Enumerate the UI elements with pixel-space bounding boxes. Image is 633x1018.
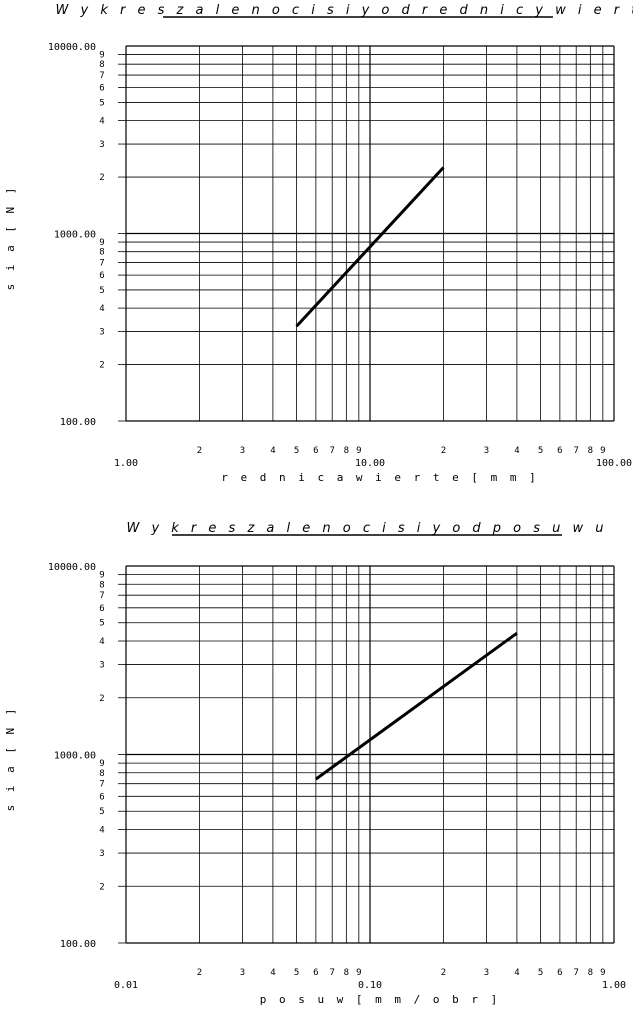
- y-minor-tick-label: 6: [99, 792, 104, 802]
- x-minor-tick-label: 4: [270, 446, 275, 456]
- y-tick-label: 100.00: [60, 417, 96, 428]
- x-tick-label: 0.01: [114, 980, 138, 991]
- y-minor-tick-label: 7: [99, 591, 104, 601]
- chart-2: W y k r e s z a l e n o c i s i y o d p …: [4, 521, 626, 1006]
- x-minor-tick-label: 8: [588, 446, 593, 456]
- x-tick-label: 100.00: [596, 458, 632, 469]
- y-minor-tick-label: 9: [99, 759, 104, 769]
- y-minor-tick-label: 9: [99, 238, 104, 248]
- x-minor-tick-label: 3: [240, 968, 245, 978]
- x-minor-tick-label: 9: [600, 968, 605, 978]
- x-minor-tick-label: 2: [197, 968, 202, 978]
- y-tick-label: 10000.00: [48, 42, 96, 53]
- x-minor-tick-label: 3: [484, 446, 489, 456]
- x-minor-tick-label: 4: [514, 968, 519, 978]
- x-minor-tick-label: 7: [573, 446, 578, 456]
- x-minor-tick-label: 2: [441, 446, 446, 456]
- x-tick-label: 1.00: [602, 980, 626, 991]
- y-minor-tick-label: 2: [99, 882, 104, 892]
- x-minor-tick-label: 8: [344, 968, 349, 978]
- x-minor-tick-label: 7: [329, 446, 334, 456]
- chart-title: W y k r e s z a l e n o c i s i y o d r …: [56, 3, 633, 18]
- x-minor-tick-label: 5: [538, 446, 543, 456]
- y-axis-label: s i a [ N ]: [4, 706, 17, 812]
- y-minor-tick-label: 7: [99, 780, 104, 790]
- y-minor-tick-label: 2: [99, 173, 104, 183]
- x-minor-tick-label: 4: [514, 446, 519, 456]
- y-tick-label: 1000.00: [54, 751, 96, 762]
- y-minor-tick-label: 5: [99, 286, 104, 296]
- x-minor-tick-label: 9: [600, 446, 605, 456]
- x-tick-label: 10.00: [355, 458, 385, 469]
- y-minor-tick-label: 3: [99, 140, 104, 150]
- y-minor-tick-label: 3: [99, 328, 104, 338]
- x-minor-tick-label: 7: [573, 968, 578, 978]
- y-minor-tick-label: 7: [99, 71, 104, 81]
- x-tick-label: 0.10: [358, 980, 382, 991]
- y-minor-tick-label: 6: [99, 84, 104, 94]
- series-line: [295, 166, 445, 328]
- y-minor-tick-label: 8: [99, 580, 104, 590]
- y-minor-tick-label: 3: [99, 849, 104, 859]
- x-minor-tick-label: 3: [484, 968, 489, 978]
- x-minor-tick-label: 9: [356, 446, 361, 456]
- y-minor-tick-label: 4: [99, 304, 104, 314]
- y-minor-tick-label: 8: [99, 248, 104, 258]
- y-tick-label: 10000.00: [48, 562, 96, 573]
- x-tick-label: 1.00: [114, 458, 138, 469]
- y-minor-tick-label: 3: [99, 661, 104, 671]
- x-minor-tick-label: 6: [557, 446, 562, 456]
- y-axis-label: s i a [ N ]: [4, 185, 17, 291]
- y-minor-tick-label: 4: [99, 637, 104, 647]
- y-minor-tick-label: 2: [99, 694, 104, 704]
- y-minor-tick-label: 4: [99, 826, 104, 836]
- chart-1: W y k r e s z a l e n o c i s i y o d r …: [4, 3, 633, 484]
- x-minor-tick-label: 6: [557, 968, 562, 978]
- y-tick-label: 100.00: [60, 939, 96, 950]
- x-minor-tick-label: 5: [294, 446, 299, 456]
- x-minor-tick-label: 2: [197, 446, 202, 456]
- y-minor-tick-label: 8: [99, 60, 104, 70]
- x-minor-tick-label: 8: [344, 446, 349, 456]
- x-minor-tick-label: 6: [313, 968, 318, 978]
- y-minor-tick-label: 4: [99, 117, 104, 127]
- x-minor-tick-label: 8: [588, 968, 593, 978]
- x-minor-tick-label: 6: [313, 446, 318, 456]
- y-minor-tick-label: 6: [99, 271, 104, 281]
- x-axis-label: r e d n i c a w i e r t e [ m m ]: [221, 471, 539, 484]
- y-minor-tick-label: 5: [99, 98, 104, 108]
- y-minor-tick-label: 9: [99, 51, 104, 61]
- y-minor-tick-label: 5: [99, 619, 104, 629]
- y-minor-tick-label: 2: [99, 361, 104, 371]
- x-minor-tick-label: 5: [294, 968, 299, 978]
- series-line: [314, 631, 518, 781]
- x-minor-tick-label: 4: [270, 968, 275, 978]
- y-minor-tick-label: 9: [99, 571, 104, 581]
- x-minor-tick-label: 5: [538, 968, 543, 978]
- chart-title: W y k r e s z a l e n o c i s i y o d p …: [126, 521, 607, 536]
- y-minor-tick-label: 5: [99, 807, 104, 817]
- x-axis-label: p o s u w [ m m / o b r ]: [260, 993, 501, 1006]
- y-minor-tick-label: 6: [99, 604, 104, 614]
- y-tick-label: 1000.00: [54, 230, 96, 241]
- x-minor-tick-label: 2: [441, 968, 446, 978]
- y-minor-tick-label: 7: [99, 259, 104, 269]
- x-minor-tick-label: 7: [329, 968, 334, 978]
- x-minor-tick-label: 3: [240, 446, 245, 456]
- x-minor-tick-label: 9: [356, 968, 361, 978]
- y-minor-tick-label: 8: [99, 769, 104, 779]
